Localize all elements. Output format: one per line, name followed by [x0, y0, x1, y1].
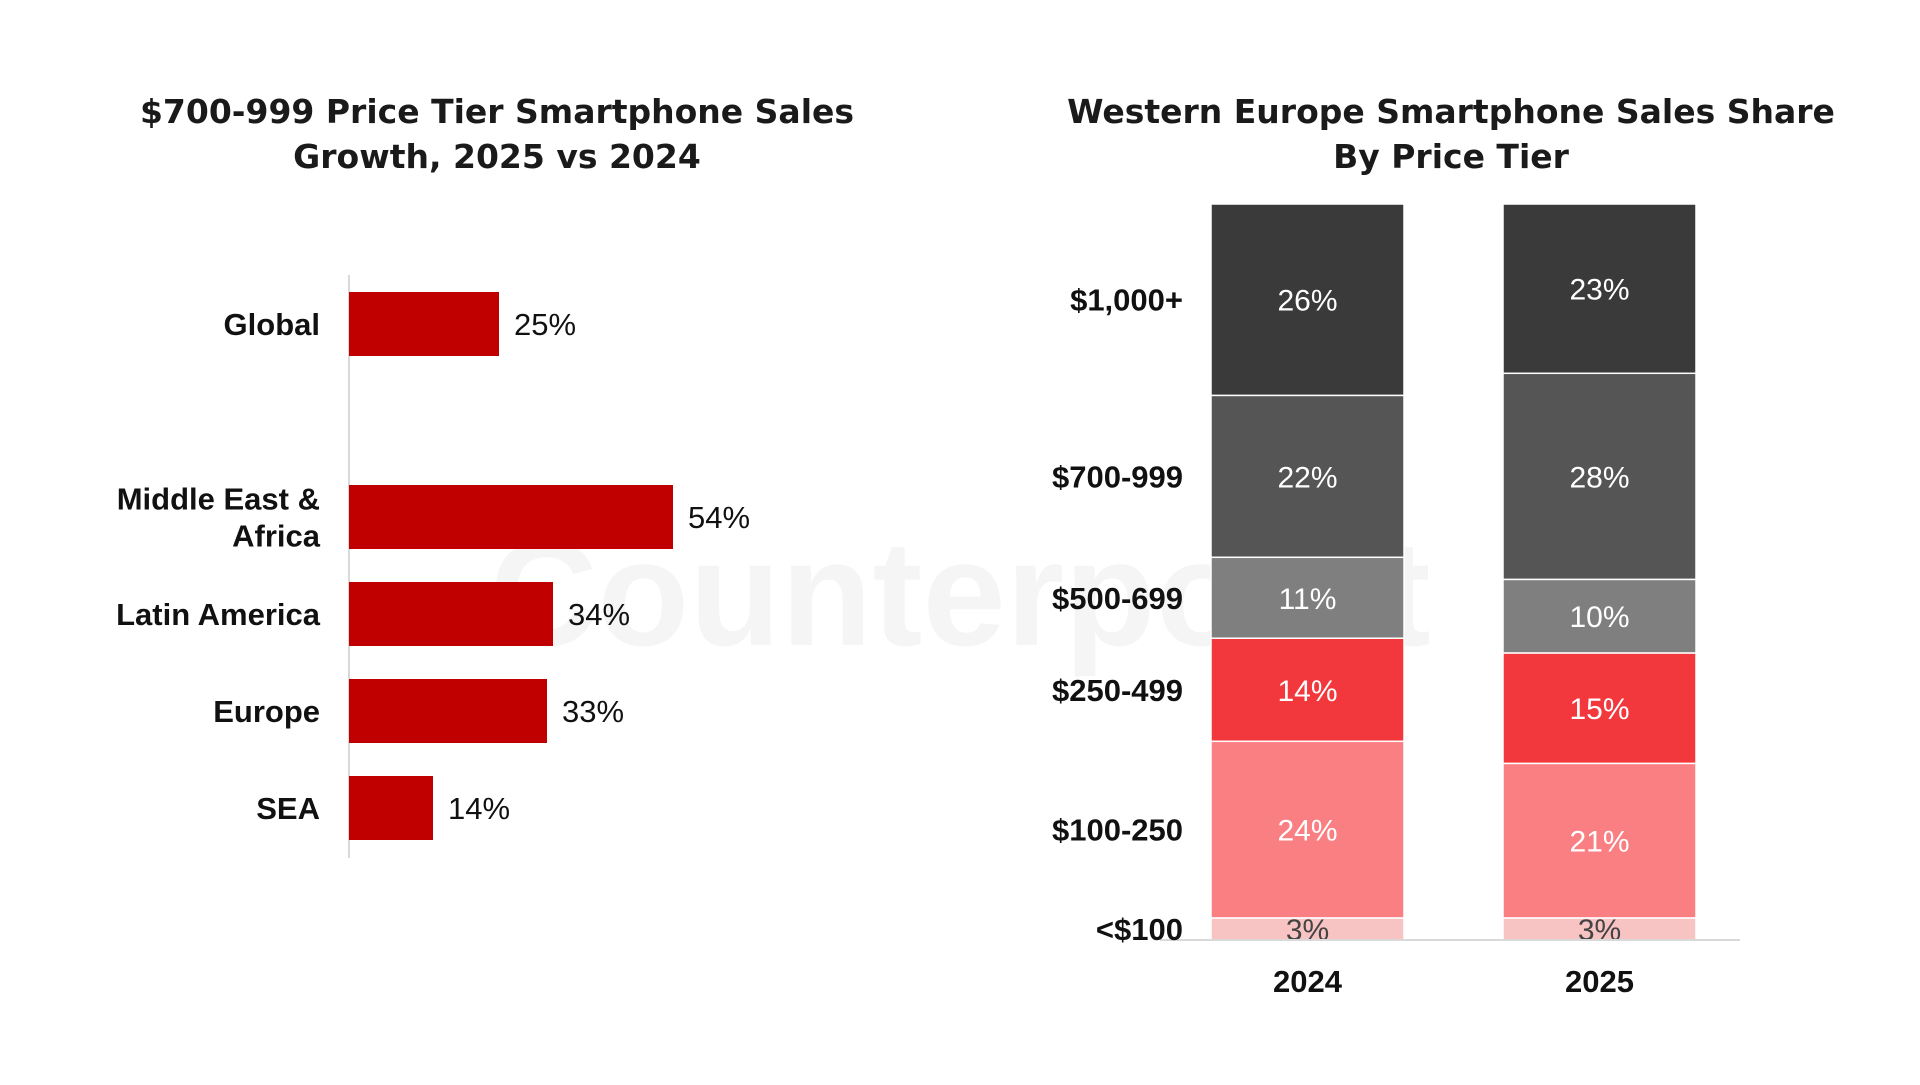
tier-label: $500-699 [1052, 581, 1183, 616]
category-label: Global [224, 307, 320, 342]
segment-value-label: 3% [1578, 914, 1621, 947]
category-label: Africa [232, 519, 321, 554]
bar-value-label: 54% [688, 500, 750, 535]
segment-value-label: 22% [1277, 461, 1337, 494]
left-chart: $700-999 Price Tier Smartphone Sales Gro… [116, 92, 854, 858]
stack-segment [1502, 203, 1697, 375]
segment-value-label: 26% [1277, 285, 1337, 318]
right-chart-title-line-1: Western Europe Smartphone Sales Share [1067, 92, 1835, 131]
segment-value-label: 23% [1569, 274, 1629, 307]
segment-value-label: 24% [1277, 815, 1337, 848]
right-chart: Western Europe Smartphone Sales Share By… [1052, 92, 1835, 999]
left-chart-bars: 25% Global 54% Middle East &Africa 34% Latin … [116, 292, 750, 840]
stack-segment [1210, 637, 1405, 743]
category-label: Middle East & [117, 482, 320, 517]
bar [349, 582, 553, 646]
tier-label: <$100 [1096, 912, 1183, 947]
segment-value-label: 14% [1277, 675, 1337, 708]
right-chart-title-line-2: By Price Tier [1333, 137, 1570, 176]
segment-value-label: 3% [1286, 914, 1329, 947]
tier-label: $100-250 [1052, 813, 1183, 848]
stack-segment [1210, 740, 1405, 919]
stack-segment [1210, 394, 1405, 559]
right-chart-bars: 3% 24% 14% 11% 22% 26% 2024 3% 21% 15% 10% 28% 23% 20… [1210, 203, 1697, 999]
tier-label: $700-999 [1052, 459, 1183, 494]
stack-segment [1502, 652, 1697, 765]
stack-segment [1502, 578, 1697, 654]
segment-value-label: 11% [1279, 583, 1337, 616]
bar [349, 485, 673, 549]
stack-segment [1502, 762, 1697, 919]
segment-value-label: 10% [1569, 601, 1629, 634]
left-chart-title-line-2: Growth, 2025 vs 2024 [293, 137, 701, 176]
bar-value-label: 33% [562, 694, 624, 729]
bar [349, 776, 433, 840]
stack-segment [1210, 556, 1405, 639]
bar [349, 292, 499, 356]
category-label: SEA [256, 791, 320, 826]
left-chart-title-line-1: $700-999 Price Tier Smartphone Sales [140, 92, 854, 131]
segment-value-label: 21% [1569, 826, 1629, 859]
stack-segment [1210, 203, 1405, 397]
bar-value-label: 14% [448, 791, 510, 826]
segment-value-label: 15% [1569, 693, 1629, 726]
bar-value-label: 34% [568, 597, 630, 632]
segment-value-label: 28% [1569, 461, 1629, 494]
category-label: Latin America [116, 597, 321, 632]
category-label: Europe [213, 694, 320, 729]
bar [349, 679, 547, 743]
x-axis-tick-label: 2025 [1565, 964, 1634, 999]
right-chart-tier-labels: $1,000+ $700-999 $500-699 $250-499 $100-250 <… [1052, 283, 1183, 947]
x-axis-tick-label: 2024 [1273, 964, 1343, 999]
bar-value-label: 25% [514, 307, 576, 342]
tier-label: $1,000+ [1070, 283, 1183, 318]
tier-label: $250-499 [1052, 673, 1183, 708]
